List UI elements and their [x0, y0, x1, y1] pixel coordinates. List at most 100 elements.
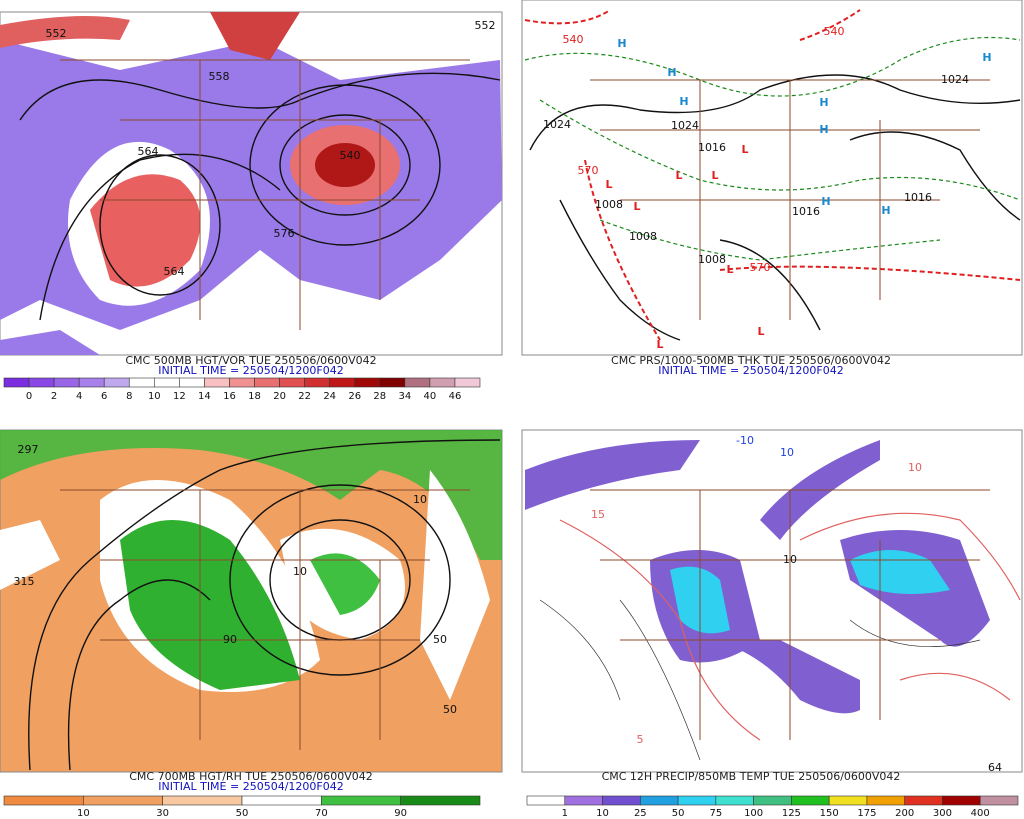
map-label: 15: [591, 508, 605, 521]
colorbar-swatch: [154, 377, 180, 388]
colorbar-swatch: [78, 377, 105, 388]
map-label: 558: [209, 70, 230, 83]
colorbar-swatch: [866, 795, 905, 806]
map-label: 1016: [792, 205, 820, 218]
colorbar-swatch: [753, 795, 792, 806]
colorbar-label: 10: [596, 808, 609, 819]
colorbar-swatch: [828, 795, 868, 806]
map-label: L: [675, 169, 682, 182]
map-label: H: [819, 123, 828, 136]
map-label: L: [711, 169, 718, 182]
panel-caption: CMC 500MB HGT/VOR TUE 250506/0600V042: [125, 354, 376, 367]
map-label: 552: [46, 27, 67, 40]
map-label: L: [741, 143, 748, 156]
colorbar-swatch: [321, 795, 401, 806]
colorbar-swatch: [241, 795, 322, 806]
map-label: 10: [293, 565, 307, 578]
map-label: 1016: [698, 141, 726, 154]
colorbar-swatch: [904, 795, 943, 806]
initial-time: INITIAL TIME = 250504/1200F042: [658, 364, 843, 377]
colorbar-label: 26: [348, 391, 361, 402]
colorbar-label: 16: [223, 391, 236, 402]
colorbar-swatch: [53, 377, 80, 388]
map-label: 297: [18, 443, 39, 456]
map-label: 1008: [629, 230, 657, 243]
colorbar-swatch: [791, 795, 830, 806]
colorbar-swatch: [379, 377, 406, 388]
colorbar-swatch: [354, 377, 381, 388]
initial-time: INITIAL TIME = 250504/1200F042: [158, 780, 343, 793]
map-label: 315: [14, 575, 35, 588]
map-label: 1024: [543, 118, 571, 131]
map-500mb: [0, 11, 503, 356]
colorbar-swatch: [602, 795, 641, 806]
map-label: L: [656, 338, 663, 351]
colorbar-label: 24: [323, 391, 336, 402]
colorbar-swatch: [103, 377, 130, 388]
map-label: H: [819, 96, 828, 109]
colorbar-swatch: [304, 377, 330, 388]
colorbar-label: 50: [672, 808, 685, 819]
map-label: H: [617, 37, 626, 50]
map-label: 10: [783, 553, 797, 566]
map-label: 50: [443, 703, 457, 716]
map-label: 540: [824, 25, 845, 38]
colorbar-label: 175: [857, 808, 876, 819]
colorbar-label: 6: [101, 391, 107, 402]
colorbar-label: 90: [394, 808, 407, 819]
map-precip-temp: [521, 429, 1023, 773]
colorbar-swatch: [454, 377, 481, 388]
map-label: H: [667, 66, 676, 79]
colorbar-label: 200: [895, 808, 914, 819]
map-label: 1008: [698, 253, 726, 266]
colorbar-label: 14: [198, 391, 211, 402]
colorbar-swatch: [329, 377, 356, 388]
colorbar-swatch: [128, 377, 155, 388]
colorbar-swatch: [429, 377, 456, 388]
colorbar-swatch: [162, 795, 243, 806]
colorbar-swatch: [229, 377, 255, 388]
map-label: 564: [164, 265, 185, 278]
colorbar-label: 34: [398, 391, 411, 402]
map-label: -10: [736, 434, 754, 447]
map-label: 10: [780, 446, 794, 459]
map-label: 10: [908, 461, 922, 474]
colorbar-label: 1: [562, 808, 568, 819]
colorbar-label: 22: [298, 391, 311, 402]
map-label: 1008: [595, 198, 623, 211]
panel-caption: CMC PRS/1000-500MB THK TUE 250506/0600V0…: [611, 354, 891, 367]
map-label: H: [821, 195, 830, 208]
colorbar-label: 4: [76, 391, 82, 402]
panel-caption: CMC 700MB HGT/RH TUE 250506/0600V042: [129, 770, 373, 783]
map-label: H: [679, 95, 688, 108]
colorbar-swatch: [942, 795, 981, 806]
map-label: 1024: [671, 119, 699, 132]
colorbar-swatch: [204, 377, 230, 388]
colorbar-label: 12: [173, 391, 186, 402]
map-pressure-thickness: [521, 0, 1023, 356]
colorbar-swatch: [179, 377, 205, 388]
colorbar-label: 30: [156, 808, 169, 819]
map-label: 570: [750, 261, 771, 274]
colorbar-label: 150: [820, 808, 839, 819]
map-label: 540: [340, 149, 361, 162]
initial-time: INITIAL TIME = 250504/1200F042: [158, 364, 343, 377]
map-label: 10: [413, 493, 427, 506]
map-label: H: [881, 204, 890, 217]
colorbar-label: 18: [248, 391, 261, 402]
colorbar-label: 100: [744, 808, 763, 819]
colorbar-swatch: [564, 795, 603, 806]
colorbar-label: 28: [373, 391, 386, 402]
colorbar-swatch: [526, 795, 566, 806]
map-label: L: [757, 325, 764, 338]
colorbar-label: 400: [971, 808, 990, 819]
colorbar-swatch: [640, 795, 679, 806]
colorbar-label: 10: [148, 391, 161, 402]
colorbar-label: 125: [782, 808, 801, 819]
map-label: L: [633, 200, 640, 213]
colorbar-label: 300: [933, 808, 952, 819]
map-label: H: [982, 51, 991, 64]
map-label: 64: [988, 761, 1002, 774]
panel-caption: CMC 12H PRECIP/850MB TEMP TUE 250506/060…: [602, 770, 901, 783]
